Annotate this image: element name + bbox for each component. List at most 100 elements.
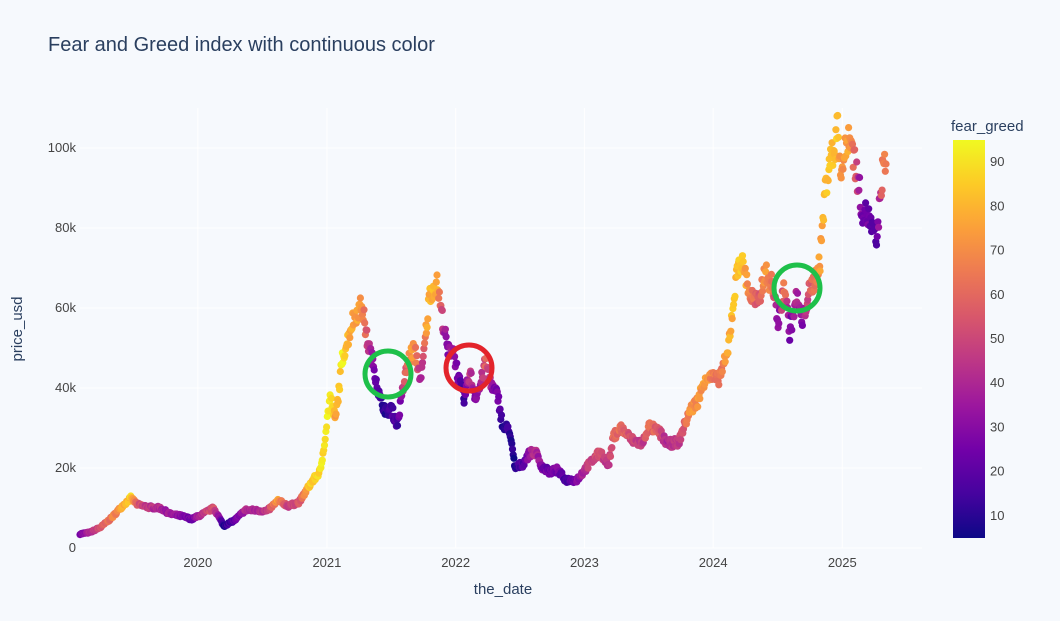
- data-point: [855, 186, 863, 194]
- scatter-points: [76, 111, 890, 539]
- data-point: [731, 292, 739, 300]
- x-tick-label: 2025: [828, 555, 857, 570]
- data-point: [739, 257, 747, 266]
- data-point: [321, 435, 329, 443]
- colorbar-tick-label: 70: [990, 243, 1004, 258]
- data-point: [865, 205, 873, 213]
- y-axis-ticks: 0 20k 40k 60k 80k 100k: [48, 140, 77, 555]
- circle-annotations: [362, 262, 823, 400]
- data-point: [875, 223, 883, 231]
- data-point: [605, 461, 613, 469]
- y-tick-label: 60k: [55, 300, 76, 315]
- data-point: [356, 294, 364, 302]
- data-point: [608, 444, 616, 452]
- data-point: [467, 369, 475, 377]
- data-point: [418, 359, 427, 367]
- data-point: [696, 395, 704, 403]
- data-point: [727, 327, 735, 335]
- data-point: [606, 452, 615, 460]
- data-point: [780, 279, 788, 287]
- data-point: [756, 297, 765, 305]
- data-point: [363, 326, 371, 334]
- data-point: [341, 352, 349, 360]
- data-point: [417, 374, 425, 382]
- colorbar-tick-label: 60: [990, 287, 1004, 302]
- data-point: [718, 368, 726, 376]
- data-point: [435, 288, 443, 296]
- data-point: [424, 315, 432, 323]
- data-point: [396, 411, 404, 419]
- data-point: [829, 161, 837, 169]
- data-point: [738, 252, 747, 260]
- x-tick-label: 2020: [183, 555, 212, 570]
- data-point: [767, 270, 776, 278]
- colorbar-title: fear_greed: [951, 118, 1024, 135]
- colorbar-tick-label: 10: [990, 508, 1004, 523]
- data-point: [818, 222, 826, 230]
- data-point: [743, 271, 751, 279]
- data-point: [361, 319, 369, 327]
- y-tick-label: 20k: [55, 460, 76, 475]
- colorbar-tick-label: 50: [990, 331, 1004, 346]
- data-point: [411, 343, 420, 351]
- data-point: [677, 436, 685, 444]
- data-point: [423, 323, 431, 331]
- x-axis-ticks: 2020 2021 2022 2023 2024 2025: [183, 555, 856, 570]
- data-point: [419, 352, 427, 360]
- data-point: [420, 345, 428, 353]
- data-point: [460, 399, 468, 407]
- data-point: [421, 339, 429, 347]
- colorbar: fear_greed 10 20 30 40 50 60 70 80 90: [951, 118, 1024, 538]
- data-point: [323, 412, 331, 421]
- y-axis-label: price_usd: [9, 296, 26, 361]
- colorbar-tick-label: 20: [990, 464, 1004, 479]
- data-point: [877, 191, 886, 200]
- data-point: [496, 405, 504, 413]
- red-circle-annotation-2022: [443, 342, 495, 394]
- chart-title: Fear and Greed index with continuous col…: [48, 34, 435, 56]
- data-point: [318, 456, 326, 464]
- data-point: [441, 325, 449, 333]
- data-point: [344, 341, 352, 349]
- data-point: [715, 381, 723, 389]
- green-circle-annotation-2024: [771, 262, 823, 314]
- data-point: [851, 146, 859, 154]
- data-point: [862, 199, 870, 207]
- data-point: [815, 253, 823, 261]
- colorbar-tick-label: 90: [990, 154, 1004, 169]
- data-point: [435, 294, 443, 302]
- data-point: [856, 173, 864, 182]
- data-point: [874, 218, 882, 226]
- data-point: [584, 464, 592, 472]
- data-point: [798, 321, 807, 329]
- x-tick-label: 2021: [312, 555, 341, 570]
- data-point: [497, 411, 506, 419]
- data-point: [834, 133, 843, 141]
- data-point: [823, 189, 831, 197]
- colorbar-ticks: 10 20 30 40 50 60 70 80 90: [990, 154, 1004, 523]
- data-point: [804, 296, 812, 304]
- grid-lines: [80, 108, 922, 549]
- data-point: [820, 216, 828, 224]
- y-tick-label: 80k: [55, 220, 76, 235]
- data-point: [790, 313, 798, 321]
- data-point: [510, 454, 518, 462]
- data-point: [453, 359, 461, 367]
- data-point: [370, 366, 378, 374]
- y-tick-label: 40k: [55, 380, 76, 395]
- y-tick-label: 0: [69, 540, 76, 555]
- colorbar-tick-label: 80: [990, 198, 1004, 213]
- data-point: [728, 315, 736, 323]
- data-point: [508, 445, 517, 453]
- data-point: [741, 264, 749, 272]
- data-point: [508, 440, 516, 448]
- colorbar-tick-label: 40: [990, 375, 1004, 390]
- x-axis-label: the_date: [474, 581, 532, 598]
- data-point: [878, 186, 886, 194]
- data-point: [730, 300, 738, 309]
- data-point: [743, 280, 752, 288]
- data-point: [346, 334, 354, 342]
- x-tick-label: 2024: [699, 555, 728, 570]
- data-point: [327, 394, 336, 402]
